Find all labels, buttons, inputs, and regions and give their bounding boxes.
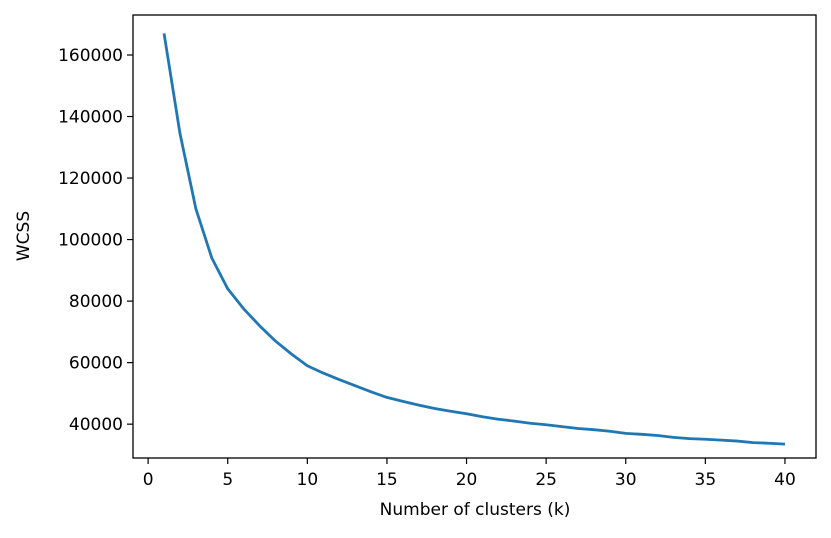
y-axis-label: WCSS: [14, 211, 34, 261]
x-tick-label: 25: [535, 470, 557, 490]
x-tick-label: 15: [376, 470, 398, 490]
y-tick-label: 60000: [69, 354, 123, 374]
x-tick-label: 5: [222, 470, 233, 490]
x-axis: 0 5 10 15 20 25 30 35 40: [143, 458, 796, 490]
wcss-line: [162, 33, 786, 446]
x-tick-label: 10: [297, 470, 319, 490]
y-axis: 40000 60000 80000 100000 120000 140000 160000: [58, 46, 133, 435]
y-tick-label: 80000: [69, 292, 123, 312]
x-axis-label: Number of clusters (k): [380, 500, 571, 520]
x-tick-label: 20: [456, 470, 478, 490]
x-tick-label: 40: [774, 470, 796, 490]
x-tick-label: 0: [143, 470, 154, 490]
y-tick-label: 40000: [69, 415, 123, 435]
y-tick-label: 120000: [58, 169, 123, 189]
y-tick-label: 140000: [58, 108, 123, 128]
x-tick-label: 35: [695, 470, 717, 490]
series-layer: [162, 33, 786, 446]
x-tick-label: 30: [615, 470, 637, 490]
y-tick-label: 100000: [58, 231, 123, 251]
y-tick-label: 160000: [58, 46, 123, 66]
plot-area-frame: [132, 14, 817, 459]
